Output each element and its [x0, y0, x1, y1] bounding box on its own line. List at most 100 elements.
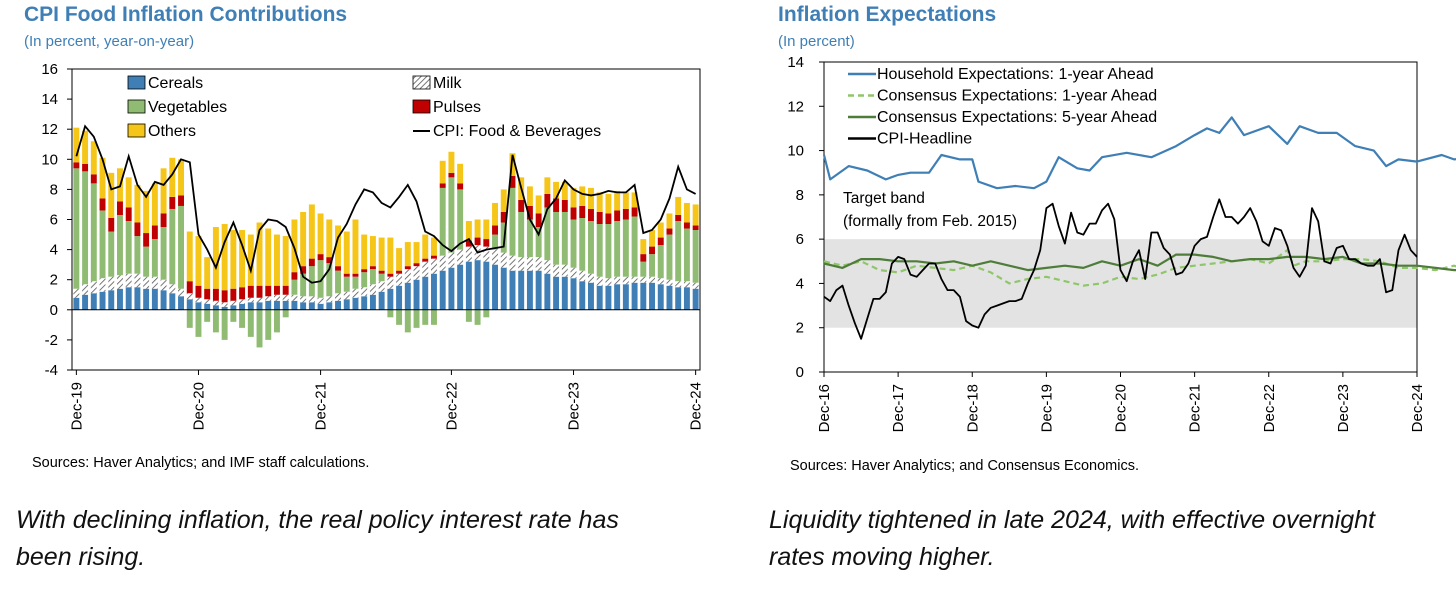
bar-milk	[291, 294, 298, 301]
bar-others	[588, 187, 594, 209]
bar-milk	[239, 299, 246, 304]
bar-cereals	[82, 294, 89, 310]
bar-pulses	[588, 208, 594, 222]
bar-cereals	[73, 297, 80, 310]
bar-vegetables	[291, 279, 298, 295]
bar-vegetables	[526, 219, 533, 258]
right-chart-subtitle: (In percent)	[778, 33, 855, 50]
bar-vegetables	[579, 217, 586, 271]
bar-milk	[605, 278, 612, 286]
bar-others	[492, 202, 498, 226]
bar-pulses	[518, 199, 525, 212]
bar-vegetables	[657, 245, 664, 279]
bar-vegetables	[396, 309, 403, 325]
legend-label-household-expectations-1-year-ahead: Household Expectations: 1-year Ahead	[877, 66, 1154, 83]
bar-vegetables	[247, 309, 254, 337]
bar-vegetables	[308, 266, 315, 297]
bar-pulses	[151, 225, 158, 240]
bar-milk	[343, 291, 350, 300]
bar-others	[169, 157, 176, 197]
bar-cereals	[422, 276, 429, 310]
bar-cereals	[300, 302, 307, 310]
bar-others	[317, 213, 324, 255]
bar-pulses	[640, 254, 647, 262]
left-chart-source: Sources: Haver Analytics; and IMF staff …	[32, 455, 370, 471]
bar-cereals	[579, 281, 586, 310]
bar-milk	[518, 257, 525, 271]
bar-others	[195, 236, 202, 286]
bar-vegetables	[195, 309, 202, 337]
bar-milk	[274, 294, 280, 301]
bar-cereals	[160, 290, 167, 310]
bar-others	[396, 248, 403, 271]
bar-others	[439, 160, 446, 184]
bar-vegetables	[422, 309, 429, 325]
bar-pulses	[195, 285, 202, 298]
legend-label-consensus-expectations-1-year-ahead: Consensus Expectations: 1-year Ahead	[877, 88, 1157, 105]
bar-vegetables	[73, 168, 80, 289]
bar-cereals	[640, 282, 647, 310]
bar-cereals	[622, 284, 629, 310]
bar-cereals	[535, 270, 542, 310]
bar-others	[483, 219, 490, 240]
bar-cereals	[631, 282, 638, 310]
bar-milk	[614, 276, 621, 285]
bar-pulses	[335, 266, 341, 271]
legend-label-cpi-food-beverages: CPI: Food & Beverages	[433, 123, 601, 140]
bar-pulses	[117, 201, 123, 215]
bar-others	[361, 234, 368, 270]
bar-vegetables	[631, 216, 638, 277]
bar-pulses	[474, 237, 481, 246]
bar-vegetables	[343, 276, 350, 292]
target-band	[824, 239, 1417, 328]
bar-cereals	[492, 264, 498, 310]
bar-milk	[143, 276, 150, 289]
bar-vegetables	[640, 261, 647, 277]
y-tick-label: 6	[796, 231, 804, 248]
bar-others	[666, 213, 673, 229]
line-cpi-headline	[823, 198, 1418, 340]
x-tick-label: Dec-23	[1335, 384, 1352, 432]
bar-others	[605, 193, 612, 214]
bar-milk	[317, 297, 324, 304]
bar-others	[465, 221, 472, 241]
x-tick-label: Dec-16	[816, 384, 833, 432]
bar-milk	[413, 266, 420, 280]
bar-pulses	[169, 196, 176, 209]
bar-vegetables	[518, 211, 525, 258]
bar-pulses	[492, 225, 498, 235]
bar-cereals	[605, 285, 612, 310]
bar-vegetables	[675, 221, 682, 282]
bar-others	[553, 181, 560, 199]
bar-vegetables	[82, 171, 89, 285]
bar-vegetables	[369, 269, 376, 285]
bar-cereals	[439, 270, 446, 310]
bar-pulses	[186, 281, 193, 294]
bar-milk	[640, 276, 647, 283]
bar-vegetables	[614, 221, 621, 277]
bar-others	[134, 184, 141, 223]
bar-cereals	[343, 299, 350, 310]
bar-cereals	[614, 284, 621, 310]
bar-cereals	[256, 302, 263, 310]
bar-others	[265, 228, 272, 286]
bar-vegetables	[387, 309, 394, 318]
bar-others	[631, 192, 638, 208]
bar-milk	[369, 284, 376, 295]
bar-others	[422, 234, 429, 259]
bar-others	[143, 190, 150, 234]
y-tick-label: 0	[50, 302, 58, 319]
bar-vegetables	[117, 214, 123, 276]
bar-milk	[596, 276, 603, 286]
bar-milk	[579, 270, 586, 282]
bar-milk	[448, 252, 455, 268]
bar-vegetables	[178, 205, 184, 289]
bar-cereals	[596, 285, 603, 310]
bar-vegetables	[439, 187, 446, 256]
bar-cereals	[413, 279, 420, 310]
bar-others	[99, 157, 106, 199]
bar-others	[73, 127, 80, 163]
bar-cereals	[151, 288, 158, 310]
bar-others	[448, 151, 455, 173]
bar-pulses	[579, 205, 586, 218]
